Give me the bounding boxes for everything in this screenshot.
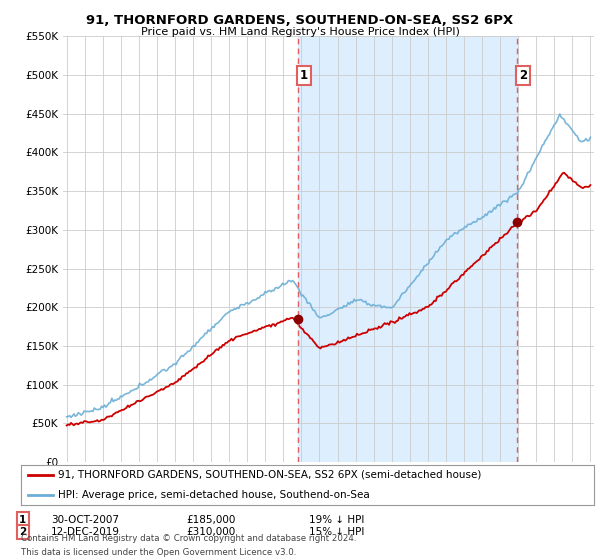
Text: £310,000: £310,000 xyxy=(186,527,235,537)
Text: 2: 2 xyxy=(19,527,26,537)
Text: 30-OCT-2007: 30-OCT-2007 xyxy=(51,515,119,525)
Text: Contains HM Land Registry data © Crown copyright and database right 2024.
This d: Contains HM Land Registry data © Crown c… xyxy=(21,534,356,557)
Text: 15% ↓ HPI: 15% ↓ HPI xyxy=(309,527,364,537)
Text: HPI: Average price, semi-detached house, Southend-on-Sea: HPI: Average price, semi-detached house,… xyxy=(58,490,370,500)
Text: £185,000: £185,000 xyxy=(186,515,235,525)
Text: 12-DEC-2019: 12-DEC-2019 xyxy=(51,527,120,537)
Text: 1: 1 xyxy=(19,515,26,525)
Text: 91, THORNFORD GARDENS, SOUTHEND-ON-SEA, SS2 6PX: 91, THORNFORD GARDENS, SOUTHEND-ON-SEA, … xyxy=(86,14,514,27)
Text: 1: 1 xyxy=(300,68,308,82)
Text: 91, THORNFORD GARDENS, SOUTHEND-ON-SEA, SS2 6PX (semi-detached house): 91, THORNFORD GARDENS, SOUTHEND-ON-SEA, … xyxy=(58,470,482,480)
Text: Price paid vs. HM Land Registry's House Price Index (HPI): Price paid vs. HM Land Registry's House … xyxy=(140,27,460,37)
Text: 19% ↓ HPI: 19% ↓ HPI xyxy=(309,515,364,525)
Bar xyxy=(298,36,517,462)
Text: 2: 2 xyxy=(519,68,527,82)
